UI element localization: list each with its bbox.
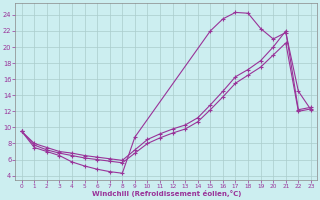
X-axis label: Windchill (Refroidissement éolien,°C): Windchill (Refroidissement éolien,°C) (92, 190, 241, 197)
